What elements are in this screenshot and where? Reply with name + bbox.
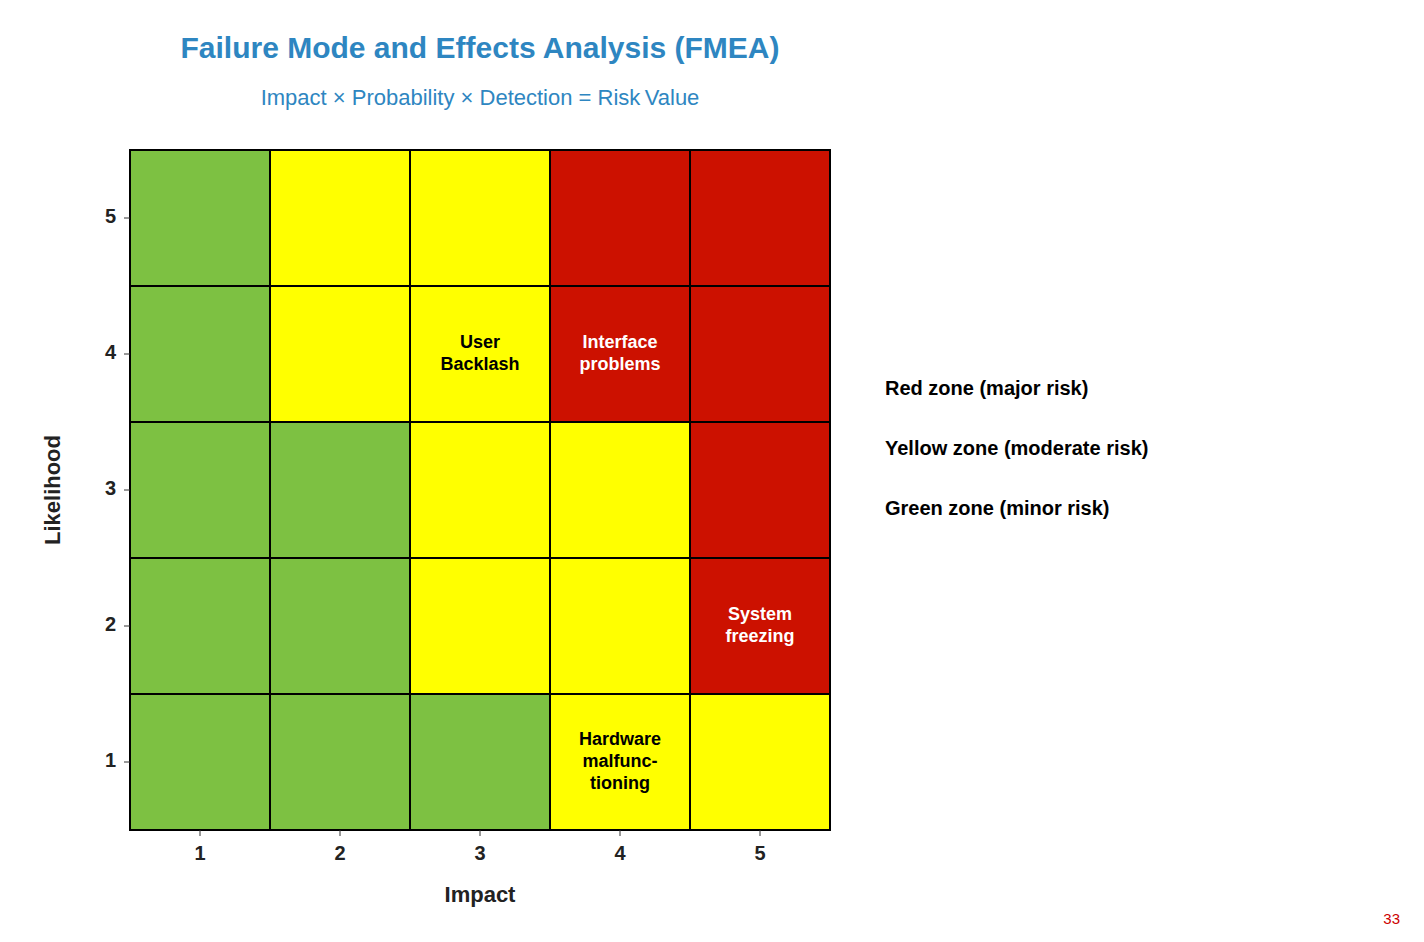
- x-tick-label: 1: [194, 842, 205, 864]
- title: Failure Mode and Effects Analysis (FMEA): [181, 31, 780, 64]
- y-tick: [124, 762, 130, 763]
- cell: [550, 150, 690, 286]
- cell: [550, 286, 690, 422]
- cell: [130, 694, 270, 830]
- subtitle: Impact × Probability × Detection = Risk …: [261, 85, 700, 110]
- y-tick: [124, 490, 130, 491]
- cell: [690, 694, 830, 830]
- annotation: Interfaceproblems: [579, 332, 660, 374]
- x-tick: [480, 830, 481, 836]
- cell: [410, 694, 550, 830]
- cell: [130, 422, 270, 558]
- cell: [270, 558, 410, 694]
- x-tick: [340, 830, 341, 836]
- x-tick: [760, 830, 761, 836]
- x-tick-label: 2: [334, 842, 345, 864]
- page-number: 33: [1383, 910, 1400, 927]
- y-tick: [124, 218, 130, 219]
- cell: [130, 558, 270, 694]
- legend-entry: Yellow zone (moderate risk): [885, 437, 1148, 459]
- legend-entry: Green zone (minor risk): [885, 497, 1110, 519]
- y-tick: [124, 626, 130, 627]
- y-tick-label: 5: [105, 205, 116, 227]
- cell: [270, 694, 410, 830]
- x-axis-label: Impact: [445, 882, 517, 907]
- cell: [690, 558, 830, 694]
- cell: [270, 422, 410, 558]
- x-tick: [620, 830, 621, 836]
- y-tick-label: 1: [105, 749, 116, 771]
- legend-entry: Red zone (major risk): [885, 377, 1088, 399]
- annotation: UserBacklash: [440, 332, 519, 374]
- y-tick-label: 3: [105, 477, 116, 499]
- x-tick: [200, 830, 201, 836]
- cell: [130, 286, 270, 422]
- cell: [130, 150, 270, 286]
- x-tick-label: 3: [474, 842, 485, 864]
- cell: [410, 150, 550, 286]
- annotation: Systemfreezing: [725, 604, 794, 646]
- x-tick-label: 5: [754, 842, 765, 864]
- cell: [410, 422, 550, 558]
- cell: [270, 150, 410, 286]
- cell: [550, 694, 690, 830]
- cell: [410, 558, 550, 694]
- y-tick: [124, 354, 130, 355]
- plot-frame: [130, 150, 830, 830]
- y-tick-label: 4: [105, 341, 117, 363]
- background: [0, 0, 1424, 942]
- cell: [410, 286, 550, 422]
- cell: [690, 150, 830, 286]
- annotation: Hardwaremalfunc-tioning: [579, 729, 661, 793]
- y-tick-label: 2: [105, 613, 116, 635]
- cell: [690, 422, 830, 558]
- y-axis-label: Likelihood: [40, 435, 65, 545]
- cell: [270, 286, 410, 422]
- cell: [550, 422, 690, 558]
- cells: [130, 150, 830, 830]
- chart: Failure Mode and Effects Analysis (FMEA)…: [0, 0, 1424, 942]
- x-tick-label: 4: [614, 842, 626, 864]
- cell: [550, 558, 690, 694]
- cell: [690, 286, 830, 422]
